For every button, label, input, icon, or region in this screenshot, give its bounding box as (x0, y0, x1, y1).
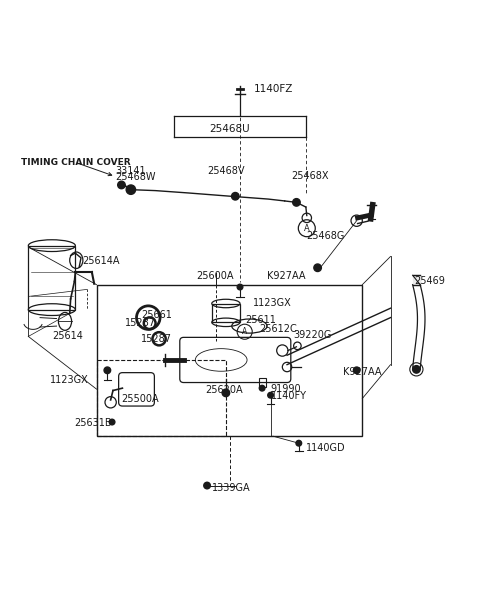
Text: TIMING CHAIN COVER: TIMING CHAIN COVER (21, 158, 131, 167)
Text: 1140FZ: 1140FZ (254, 84, 293, 93)
Text: 25468W: 25468W (115, 172, 156, 183)
Bar (96, 360, 226, 436)
Bar (96, 285, 362, 436)
Text: 25661: 25661 (141, 310, 172, 320)
Text: 25468U: 25468U (209, 124, 250, 135)
Circle shape (259, 385, 265, 391)
Text: 25612C: 25612C (259, 324, 297, 334)
Text: 25620A: 25620A (205, 385, 243, 395)
Circle shape (314, 264, 322, 271)
Text: 25500A: 25500A (121, 393, 159, 404)
Circle shape (204, 482, 210, 489)
Text: A: A (304, 224, 310, 232)
Circle shape (118, 181, 125, 189)
Text: 25611: 25611 (246, 315, 276, 325)
Bar (28, 246, 75, 310)
Text: 25600A: 25600A (197, 271, 234, 281)
Text: 25468V: 25468V (207, 166, 245, 176)
Text: 33141: 33141 (115, 166, 146, 176)
Text: A: A (242, 327, 247, 336)
Circle shape (268, 392, 274, 398)
Text: 1339GA: 1339GA (212, 483, 251, 493)
Text: 25468X: 25468X (292, 172, 329, 181)
Bar (212, 304, 240, 322)
Text: 25614A: 25614A (83, 256, 120, 266)
Text: K927AA: K927AA (344, 367, 382, 377)
Circle shape (222, 389, 229, 396)
Text: 1140FY: 1140FY (271, 391, 307, 401)
Text: 25468G: 25468G (306, 231, 344, 241)
Circle shape (413, 365, 420, 373)
Circle shape (104, 367, 110, 373)
Bar (259, 378, 266, 387)
Text: 25469: 25469 (414, 276, 445, 286)
Text: 39220G: 39220G (293, 330, 332, 341)
Text: 15287: 15287 (141, 334, 172, 344)
Text: K927AA: K927AA (267, 271, 306, 281)
Circle shape (296, 441, 301, 446)
Circle shape (109, 419, 115, 425)
Text: 91990: 91990 (271, 384, 301, 394)
Text: 1123GX: 1123GX (49, 375, 88, 385)
Text: 1123GX: 1123GX (253, 299, 292, 308)
Circle shape (237, 284, 243, 290)
Text: 25631B: 25631B (74, 418, 112, 427)
Text: 1140GD: 1140GD (306, 443, 346, 453)
Text: 25614: 25614 (52, 331, 83, 341)
Circle shape (126, 185, 135, 194)
Text: 15287: 15287 (125, 318, 156, 328)
Circle shape (231, 192, 239, 200)
Circle shape (353, 367, 360, 373)
Circle shape (293, 198, 300, 206)
